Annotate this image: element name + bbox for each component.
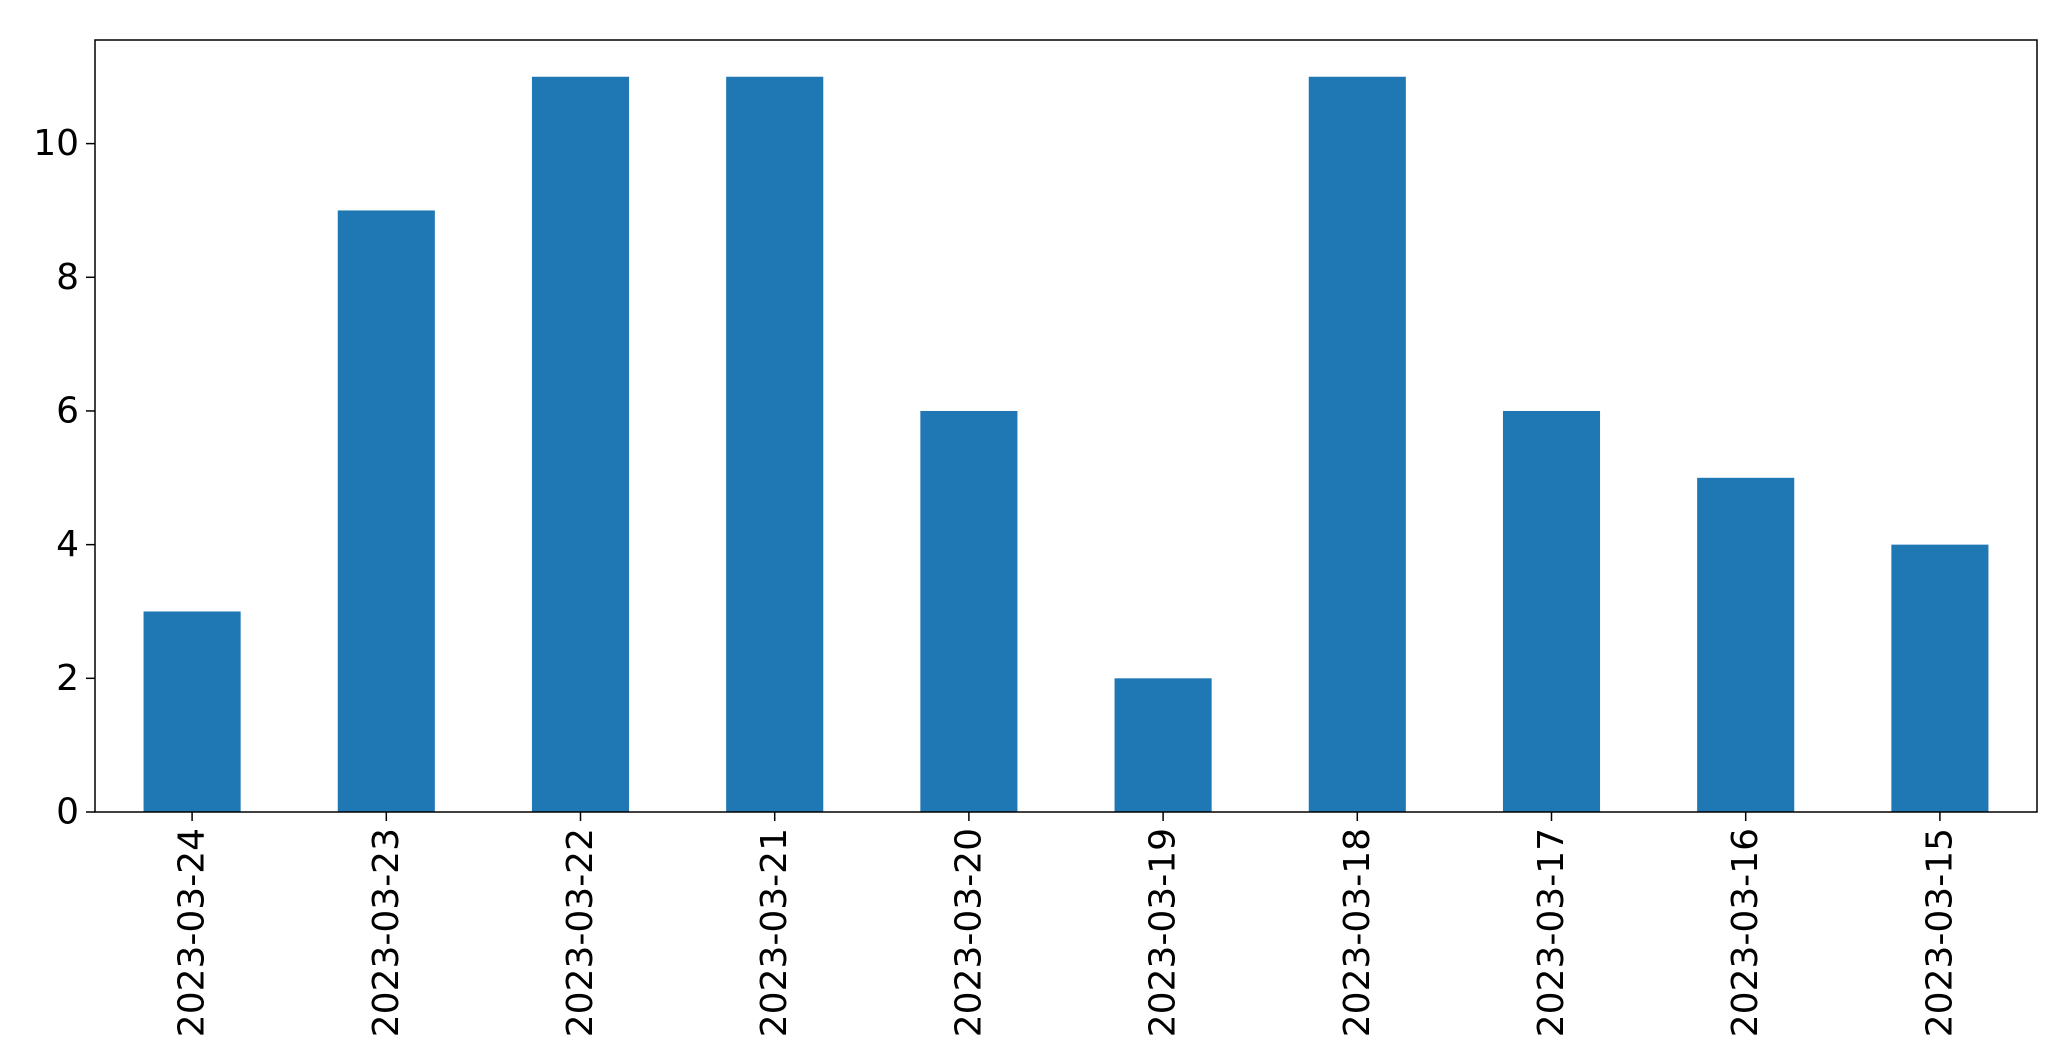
y-tick-label: 8 (56, 257, 79, 298)
x-tick-label: 2023-03-23 (366, 828, 407, 1037)
x-tick-label: 2023-03-20 (948, 828, 989, 1037)
x-axis: 2023-03-24 2023-03-23 2023-03-22 2023-03-21… (172, 812, 1960, 1037)
x-tick-label: 2023-03-19 (1143, 828, 1184, 1037)
y-tick-label: 0 (56, 792, 79, 833)
bar-2023-03-17 (1502, 410, 1601, 812)
plot-area-frame (94, 39, 2038, 813)
y-tick-label: 2 (56, 658, 79, 699)
y-tick-label: 4 (56, 524, 79, 565)
bar-2023-03-16 (1697, 477, 1795, 812)
bar-2023-03-18 (1308, 76, 1406, 812)
bars-layer (143, 76, 1989, 813)
bar-2023-03-21 (726, 76, 824, 812)
x-tick-label: 2023-03-15 (1919, 828, 1960, 1037)
x-tick-label: 2023-03-17 (1531, 828, 1572, 1037)
bar-2023-03-19 (1114, 678, 1212, 812)
x-tick-label: 2023-03-18 (1337, 828, 1378, 1037)
bar-2023-03-22 (531, 76, 630, 812)
y-axis: 0 2 4 6 8 10 (33, 123, 95, 833)
bar-2023-03-23 (337, 210, 435, 813)
x-tick-label: 2023-03-21 (754, 828, 795, 1037)
x-tick-label: 2023-03-24 (172, 828, 213, 1037)
bar-2023-03-20 (920, 410, 1018, 812)
x-tick-label: 2023-03-22 (560, 828, 601, 1037)
bar-2023-03-15 (1891, 544, 1989, 812)
y-tick-label: 6 (56, 390, 79, 431)
x-tick-label: 2023-03-16 (1725, 828, 1766, 1037)
bar-2023-03-24 (143, 611, 241, 812)
y-tick-label: 10 (33, 123, 79, 164)
